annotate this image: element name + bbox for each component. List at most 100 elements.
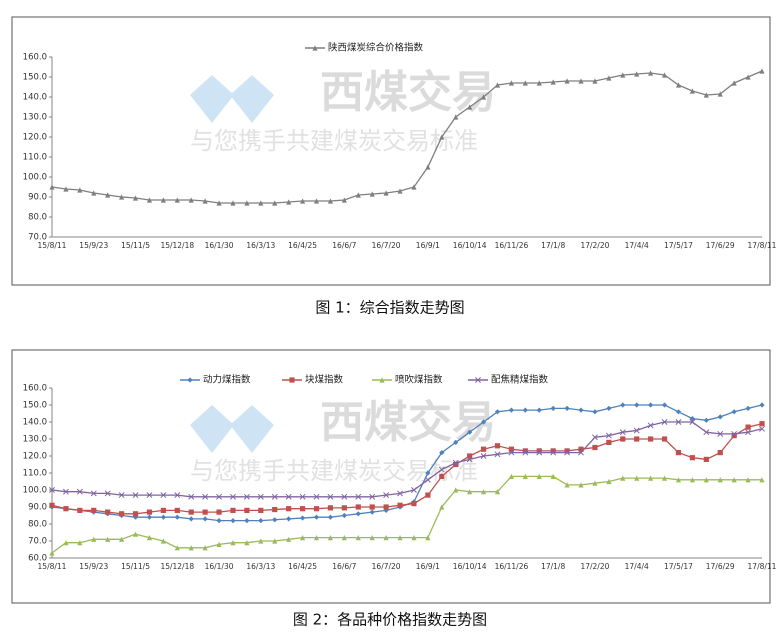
marker	[299, 515, 306, 521]
marker	[745, 405, 751, 411]
marker	[717, 414, 723, 420]
y-tick-label: 90.0	[28, 193, 47, 203]
x-tick-label: 17/8/11	[748, 241, 777, 250]
legend-label: 配焦精煤指数	[491, 374, 549, 386]
series-line	[51, 475, 762, 554]
marker	[299, 493, 306, 500]
y-tick-label: 150.0	[23, 401, 47, 411]
marker	[759, 68, 765, 74]
marker	[745, 424, 751, 430]
marker	[578, 449, 584, 456]
x-tick-label: 16/6/7	[332, 241, 356, 250]
marker	[620, 436, 626, 442]
marker	[105, 192, 111, 198]
marker	[160, 197, 166, 203]
marker	[174, 492, 181, 499]
marker	[647, 422, 654, 429]
marker	[76, 488, 83, 495]
marker	[160, 514, 166, 520]
y-tick-label: 70.0	[28, 233, 47, 243]
marker	[327, 198, 334, 204]
series-line	[51, 70, 763, 204]
marker	[550, 405, 556, 411]
marker	[355, 192, 361, 198]
marker	[77, 540, 83, 546]
marker	[606, 478, 612, 485]
marker	[216, 493, 223, 500]
marker	[522, 407, 528, 413]
marker	[439, 134, 445, 140]
marker	[188, 197, 194, 203]
marker	[411, 535, 417, 541]
marker	[188, 493, 195, 500]
watermark-brand: 西煤交易	[320, 397, 496, 448]
marker	[522, 448, 528, 454]
marker	[550, 473, 556, 479]
marker	[703, 429, 710, 436]
marker	[522, 80, 528, 86]
marker	[174, 197, 180, 203]
marker	[467, 489, 473, 495]
marker	[132, 195, 139, 201]
marker	[105, 536, 111, 542]
marker	[272, 200, 278, 206]
marker	[202, 198, 208, 204]
marker	[49, 550, 55, 556]
marker	[467, 429, 473, 435]
marker	[606, 75, 612, 81]
x-tick-label: 16/10/14	[453, 241, 487, 250]
marker	[745, 429, 752, 436]
legend-label: 块煤指数	[305, 374, 344, 386]
marker	[146, 492, 153, 499]
marker	[536, 448, 542, 454]
marker	[313, 514, 320, 520]
marker	[731, 80, 737, 86]
marker	[132, 514, 139, 520]
marker	[648, 402, 654, 408]
marker	[119, 194, 125, 200]
marker	[592, 78, 598, 84]
y-tick-label: 160.0	[23, 53, 47, 63]
marker	[216, 541, 222, 547]
marker	[355, 504, 361, 510]
marker	[550, 448, 556, 454]
series	[49, 473, 765, 556]
y-tick-label: 70.0	[28, 537, 47, 547]
marker	[508, 80, 515, 86]
marker	[675, 419, 682, 425]
marker	[508, 446, 515, 452]
watermark-slogan: 与您携手共建煤炭交易标准	[190, 457, 478, 485]
marker	[745, 74, 751, 80]
x-tick-label: 16/4/25	[288, 562, 317, 571]
marker	[355, 493, 362, 500]
marker	[480, 446, 487, 452]
marker	[717, 91, 723, 97]
marker	[466, 456, 473, 463]
marker	[731, 430, 738, 437]
marker	[494, 82, 501, 88]
marker	[494, 443, 501, 449]
x-tick-label: 17/6/29	[706, 241, 735, 250]
y-tick-label: 90.0	[28, 503, 47, 513]
marker	[272, 538, 278, 544]
marker	[77, 187, 83, 193]
marker	[703, 456, 709, 462]
marker	[188, 509, 194, 515]
marker	[272, 506, 278, 513]
marker	[174, 507, 180, 513]
marker	[258, 538, 264, 544]
marker	[299, 506, 306, 512]
x-tick-label: 16/3/13	[246, 562, 275, 571]
marker	[383, 190, 389, 196]
marker	[146, 197, 153, 203]
marker	[536, 407, 542, 413]
x-tick-label: 16/11/26	[495, 241, 529, 250]
marker	[480, 489, 487, 495]
marker	[591, 434, 598, 441]
marker	[661, 475, 668, 481]
marker	[439, 473, 445, 479]
x-tick-label: 15/12/18	[160, 241, 194, 250]
marker	[285, 493, 292, 500]
marker	[257, 493, 264, 500]
